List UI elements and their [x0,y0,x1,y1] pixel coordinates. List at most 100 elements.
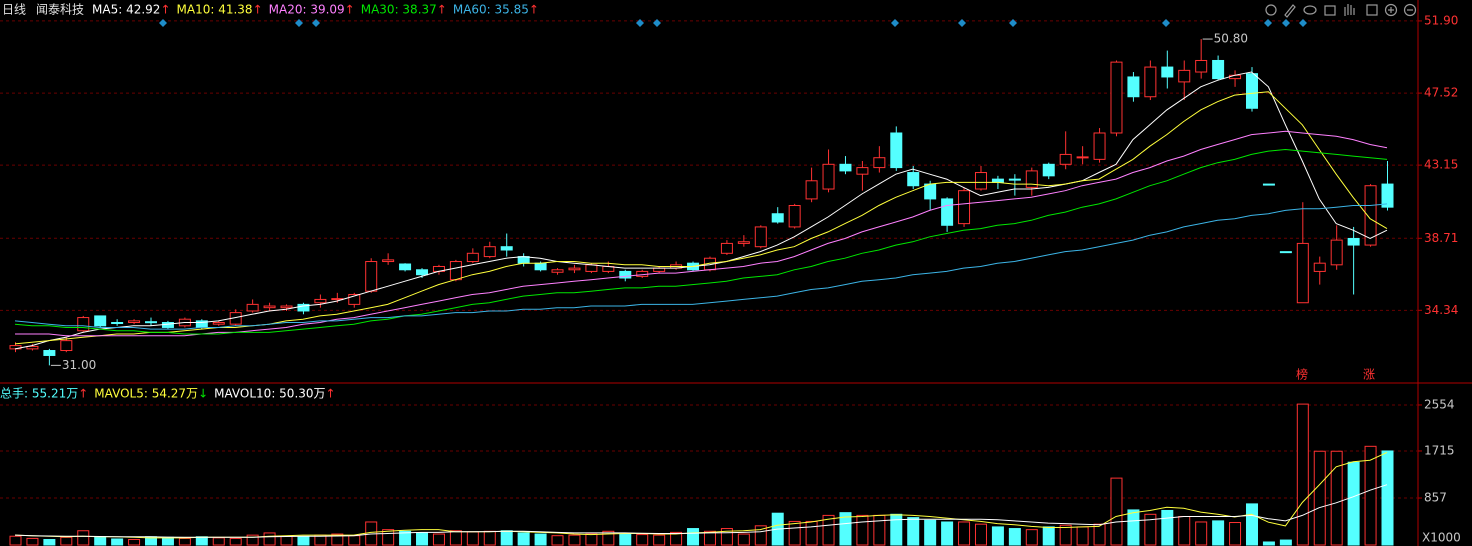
y-tick-label: 34.34 [1424,303,1458,317]
candle-body [26,345,39,350]
volume-bar [1195,521,1208,546]
volume-bar [754,525,767,546]
candle-body [314,298,327,304]
candle-body [653,267,666,272]
candle-body [111,322,124,325]
volume-bar [212,537,225,546]
volume-bar [348,535,361,546]
toolbar [1265,3,1417,18]
volume-bar [77,530,90,546]
volume-bar [483,530,496,546]
volume-bar [1229,522,1242,546]
legend-text: 总手: 55.21万 [0,387,78,401]
candle-body [1313,262,1326,272]
view-icon[interactable] [1303,5,1317,15]
volume-bar [1110,477,1123,546]
candle-body [551,269,564,273]
annotation-label: 31.00 [62,358,96,372]
layout-icon[interactable] [1366,4,1378,16]
event-marker [636,19,644,27]
candle-body [737,241,750,244]
volume-bar [1296,403,1309,546]
volume-bar [399,530,412,546]
volume-bar [534,533,547,546]
candle-body [77,317,90,332]
volume-bar [822,514,835,546]
volume-bar [1161,509,1174,546]
volume-bar [839,512,852,546]
candle-body [1195,59,1208,73]
line-series [14,148,1388,335]
legend-text: ↑ [78,387,88,401]
candle-body [1262,183,1275,186]
y-tick-label: 43.15 [1424,158,1458,172]
candle-body [941,198,954,226]
volume-bar [703,530,716,546]
zoom-out-icon[interactable] [1403,3,1417,17]
candle-body [619,270,632,279]
legend-text: ↑ [253,3,263,17]
legend-text: MA20: 39.09 [269,3,345,17]
volume-bar [263,532,276,546]
volume-bar [619,533,632,546]
candle-body [1178,69,1191,83]
line-series [14,91,1388,345]
volume-bar [178,537,191,546]
volume-bar [1279,539,1292,546]
zoom-in-icon[interactable] [1384,3,1398,17]
line-series [14,484,1388,538]
legend-text: 闻泰科技 [36,3,84,17]
draw-icon[interactable] [1284,4,1296,18]
volume-bar [43,539,56,546]
volume-bar [636,534,649,546]
volume-bar [229,537,242,546]
candle-body [94,315,107,327]
y-tick-label: 47.52 [1424,86,1458,100]
legend-text: ↑ [326,387,336,401]
save-icon[interactable] [1324,5,1336,16]
volume-bar [94,536,107,546]
volume-bar [1245,503,1258,546]
y-tick-label: 2554 [1424,397,1455,411]
event-marker [1299,19,1307,27]
legend-text: MAVOL10: 50.30万 [214,387,325,401]
volume-bar [466,531,479,546]
candle-body [1025,170,1038,188]
volume-bar [720,528,733,546]
volume-bar [1330,450,1343,546]
candle-body [1296,242,1309,304]
candle-body [771,213,784,223]
candle-body [1347,237,1360,246]
candle-body [60,340,73,352]
volume-bar [1093,523,1106,546]
candle-body [1093,132,1106,160]
y-tick-label: 38.71 [1424,231,1458,245]
volume-bar [602,530,615,546]
volume-bar [873,514,886,546]
hand-icon[interactable] [1344,4,1355,16]
legend-text: ↑ [437,3,447,17]
candle-body [1076,156,1089,159]
candle-body [212,322,225,325]
volume-bar [1262,541,1275,546]
candle-body [1127,76,1140,98]
legend-text: ↑ [345,3,355,17]
candle-body [365,261,378,292]
volume-bar [432,533,445,546]
candle-body [382,259,395,263]
candle-body [500,246,513,251]
candle-body [805,180,818,200]
volume-bar [924,519,937,546]
volume-bar [687,528,700,546]
candle-body [534,262,547,271]
volume-bar [670,531,683,546]
volume-bar [9,535,22,546]
volume-bar [331,533,344,546]
zoom-in-sign [1388,7,1394,13]
legend-text: MAVOL5: 54.27万 [94,387,198,401]
volume-bar [856,514,869,546]
volume-bar [585,533,598,546]
settings-icon[interactable] [1265,4,1277,16]
event-marker [1009,19,1017,27]
